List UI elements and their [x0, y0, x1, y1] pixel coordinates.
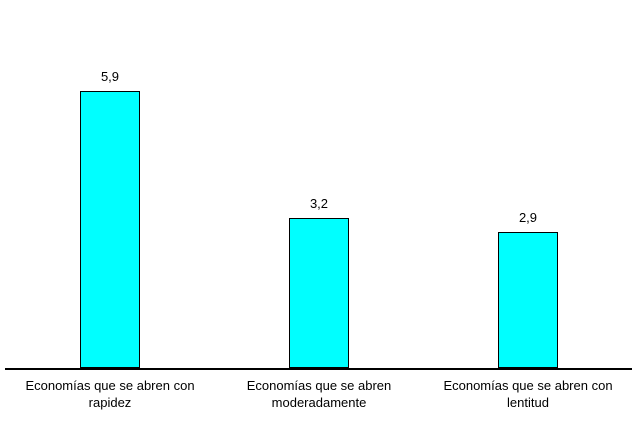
category-label-line: lentitud — [507, 395, 549, 410]
category-label-line: moderadamente — [271, 395, 367, 410]
category-label-line: rapidez — [88, 395, 132, 410]
bar — [80, 91, 140, 368]
category-label: Economías que se abren con lentitud — [408, 377, 634, 411]
category-label-line: Economías que se abren con — [25, 378, 195, 393]
category-label-line: Economías que se abren — [246, 378, 392, 393]
bar — [498, 232, 558, 368]
category-label: Economías que se abren moderadamente — [199, 377, 439, 411]
bar-value-label: 2,9 — [518, 210, 538, 225]
bar — [289, 218, 349, 368]
category-label-line: Economías que se abren con — [443, 378, 613, 393]
bar-value-label: 5,9 — [100, 69, 120, 84]
bar-value-label: 3,2 — [309, 196, 329, 211]
x-axis-line — [5, 368, 632, 370]
category-label: Economías que se abren con rapidez — [0, 377, 230, 411]
